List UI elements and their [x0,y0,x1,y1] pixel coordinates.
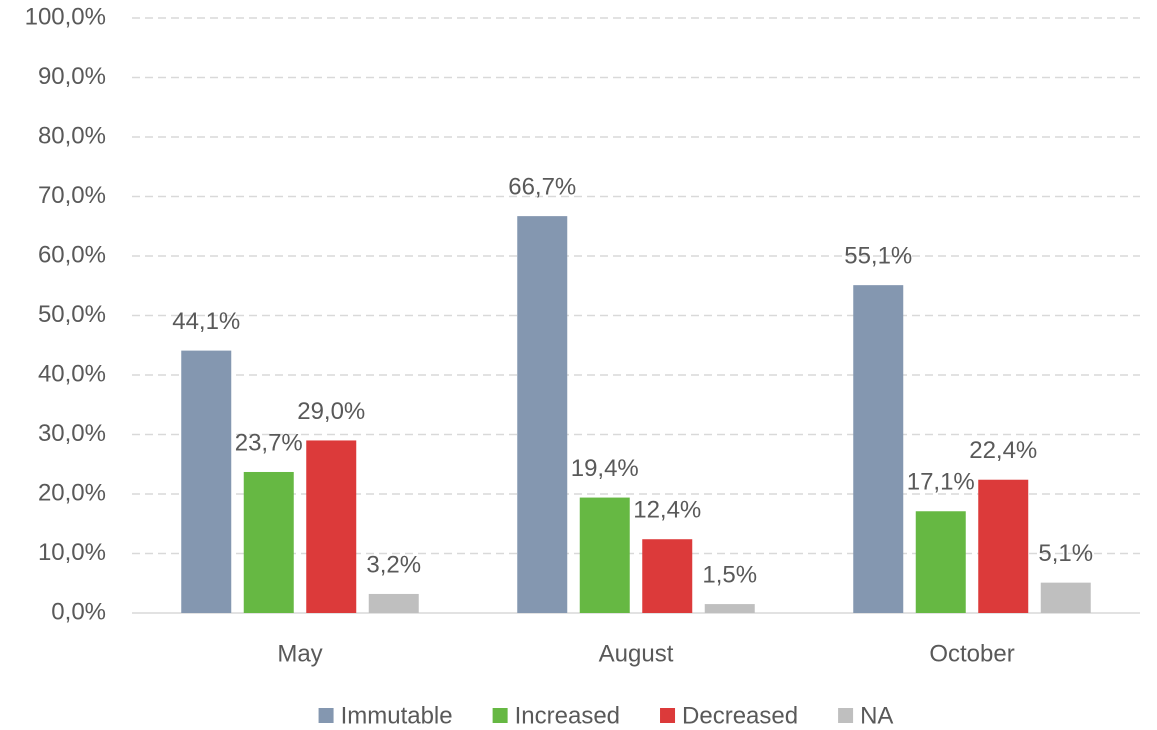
y-tick-label: 20,0% [38,479,106,506]
data-label: 55,1% [844,242,912,269]
y-tick-label: 100,0% [25,3,106,30]
data-label: 22,4% [969,437,1037,464]
x-tick-label: May [277,640,322,667]
x-tick-label: October [929,640,1014,667]
data-label: 23,7% [235,429,303,456]
bar [915,511,966,613]
bar [1040,582,1091,613]
legend-label: Decreased [682,702,798,729]
data-label: 12,4% [633,497,701,524]
legend-swatch [838,708,854,723]
bar [642,539,693,613]
legend-label: Immutable [341,702,453,729]
data-label: 29,0% [297,398,365,425]
bar [579,497,630,613]
y-tick-label: 10,0% [38,539,106,566]
y-tick-label: 90,0% [38,63,106,90]
legend-label: NA [860,702,893,729]
data-label: 1,5% [702,561,757,588]
y-tick-label: 80,0% [38,122,106,149]
bar [978,479,1029,613]
bar [243,471,294,613]
data-label: 19,4% [571,455,639,482]
legend-swatch [492,708,508,723]
legend-swatch [318,708,334,723]
bar [517,216,568,613]
data-label: 17,1% [907,469,975,496]
x-tick-label: August [599,640,674,667]
legend-label: Increased [515,702,620,729]
data-label: 3,2% [366,551,421,578]
y-tick-label: 40,0% [38,360,106,387]
legend-swatch [660,708,676,723]
bar [306,440,357,613]
y-tick-label: 30,0% [38,420,106,447]
y-tick-label: 70,0% [38,182,106,209]
bar [181,350,232,613]
y-tick-label: 50,0% [38,301,106,328]
y-tick-label: 60,0% [38,241,106,268]
data-label: 5,1% [1038,540,1093,567]
bar [368,593,419,613]
y-tick-label: 0,0% [51,598,106,625]
bar [704,604,755,613]
bar [853,285,904,613]
data-label: 44,1% [172,308,240,335]
data-label: 66,7% [508,173,576,200]
